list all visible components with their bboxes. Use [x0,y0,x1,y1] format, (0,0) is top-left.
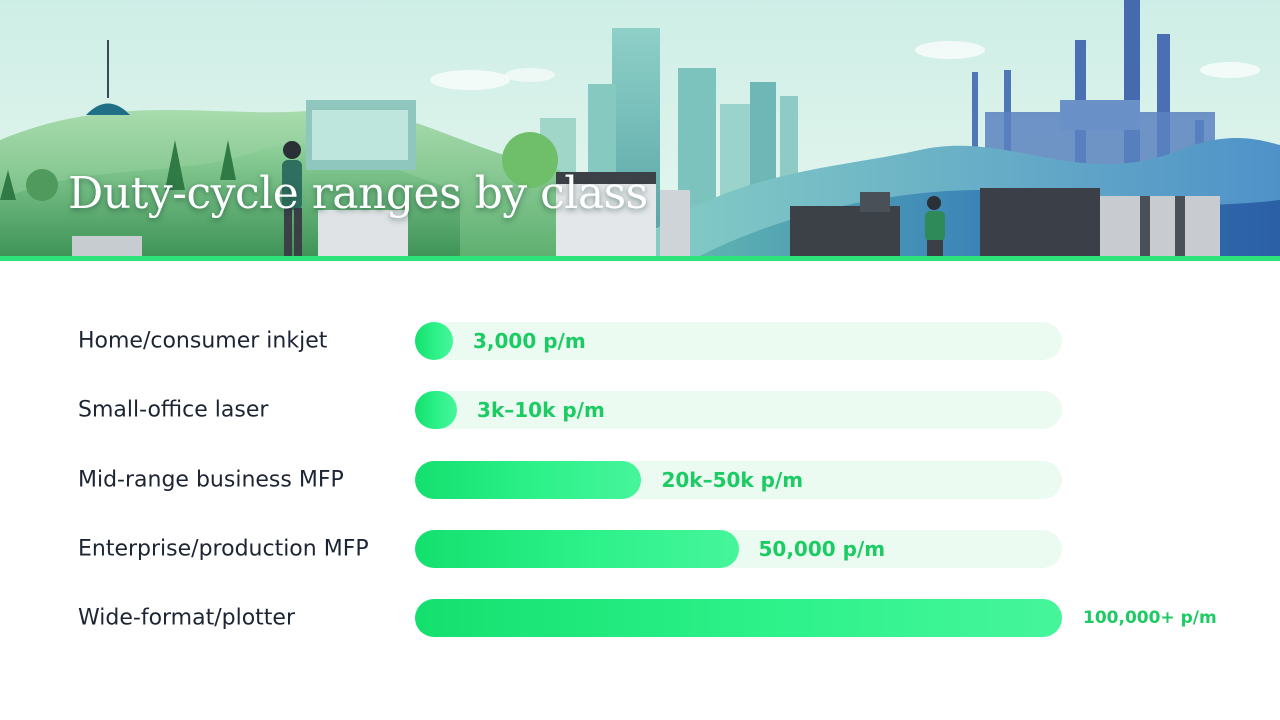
category-label-enterprise-production-mfp: Enterprise/production MFP [78,536,369,562]
category-label-home-consumer-inkjet: Home/consumer inkjet [78,328,328,354]
value-label-enterprise-production-mfp: 50,000 p/m [758,536,886,561]
value-label-wide-format-plotter: 100,000+ p/m [1083,608,1217,629]
value-label-mid-range-business-mfp: 20k–50k p/m [661,467,804,492]
category-label-mid-range-business-mfp: Mid-range business MFP [78,467,344,493]
bar-track-small-office-laser [415,391,1062,430]
accent-divider [0,256,1280,261]
bar-small-office-laser [415,391,458,430]
hero-banner: Duty-cycle ranges by class [0,0,1280,256]
hero-illustration [0,0,1280,256]
bar-home-consumer-inkjet [415,322,453,360]
slide-title: Duty-cycle ranges by class [68,168,648,219]
category-label-wide-format-plotter: Wide-format/plotter [78,605,296,631]
bar-track-home-consumer-inkjet [415,322,1062,360]
bar-enterprise-production-mfp [415,529,739,568]
duty-cycle-bar-chart: Home/consumer inkjet 3,000 p/m Small-offic… [0,300,1280,660]
bar-wide-format-plotter [415,599,1062,638]
bar-mid-range-business-mfp [415,460,642,499]
value-label-small-office-laser: 3k–10k p/m [477,398,605,423]
value-label-home-consumer-inkjet: 3,000 p/m [473,329,586,353]
category-label-small-office-laser: Small-office laser [78,397,269,423]
